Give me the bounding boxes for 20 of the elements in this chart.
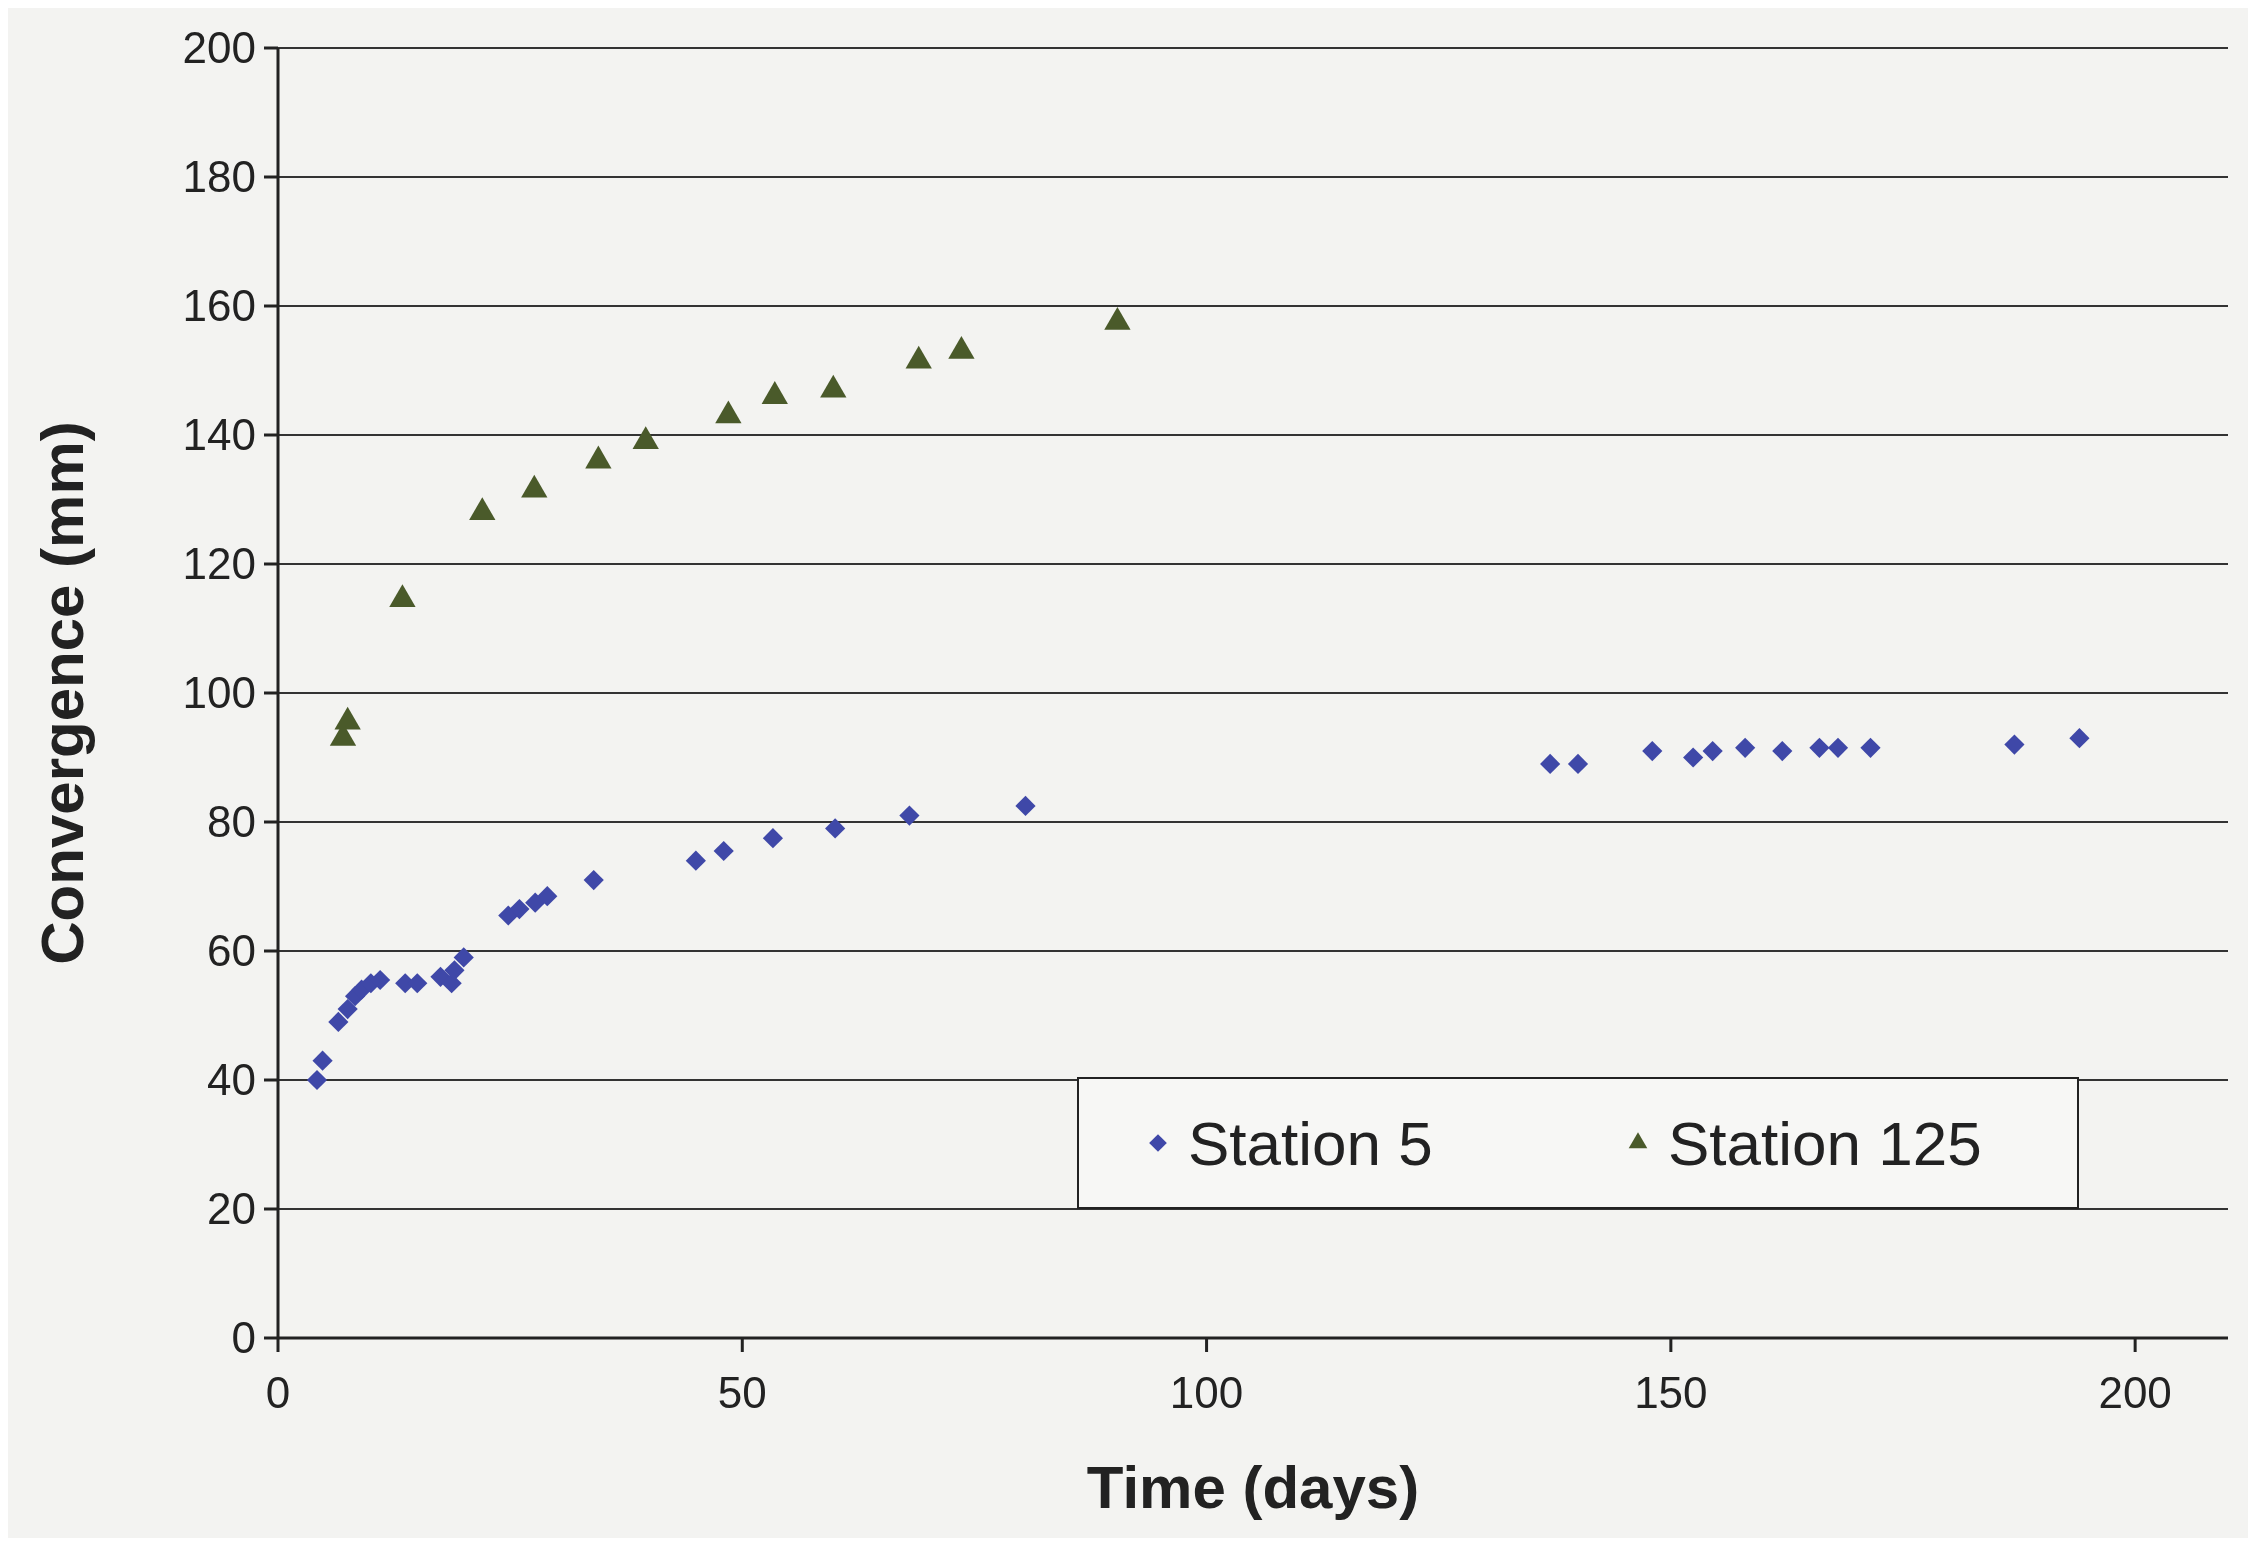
x-tick-label: 50 — [717, 1368, 767, 1417]
y-tick-label: 60 — [207, 926, 256, 976]
y-tick-label: 160 — [182, 281, 256, 331]
y-tick-label: 40 — [207, 1055, 256, 1105]
x-tick-label: 200 — [2098, 1368, 2172, 1417]
y-axis-title: Convergence (mm) — [29, 421, 96, 965]
y-tick-label: 20 — [207, 1184, 256, 1234]
x-tick-label: 0 — [265, 1368, 291, 1417]
legend-label: Station 125 — [1668, 1108, 1982, 1178]
legend-label: Station 5 — [1188, 1108, 1433, 1178]
x-axis-title: Time (days) — [1086, 1454, 1420, 1521]
y-tick-label: 0 — [231, 1313, 256, 1363]
y-tick-label: 200 — [182, 23, 256, 73]
y-tick-label: 80 — [207, 797, 256, 847]
y-tick-label: 120 — [182, 539, 256, 589]
x-tick-label: 150 — [1634, 1368, 1708, 1417]
y-tick-label: 140 — [182, 410, 256, 460]
y-tick-label: 100 — [182, 668, 256, 718]
x-tick-label: 100 — [1169, 1368, 1244, 1417]
y-tick-label: 180 — [182, 152, 256, 202]
